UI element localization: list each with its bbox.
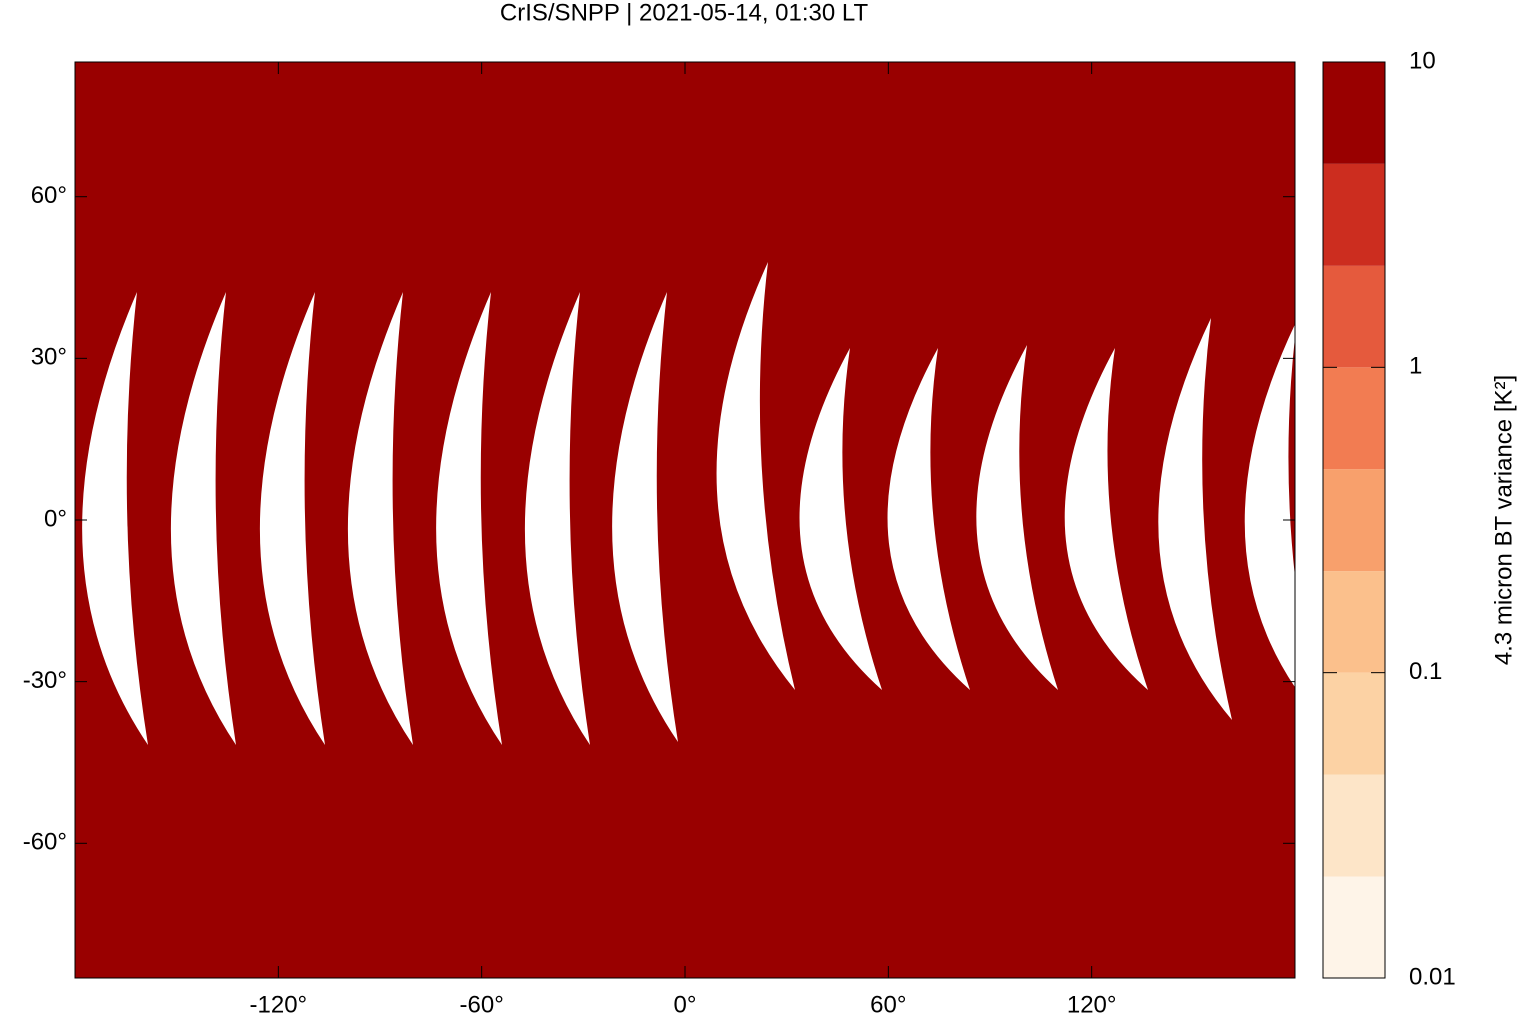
data-gap — [612, 292, 678, 742]
y-tick-label: -30° — [23, 667, 67, 694]
colorbar-bin — [1323, 367, 1385, 470]
colorbar-bin — [1323, 62, 1385, 164]
data-gap — [1244, 324, 1295, 688]
data-gap — [259, 292, 325, 745]
colorbar-tick-label: 0.1 — [1409, 658, 1442, 685]
x-tick-label: 0° — [674, 991, 697, 1018]
data-gap — [1158, 318, 1232, 720]
colorbar-frame — [1322, 61, 1386, 979]
y-tick-label: 0° — [44, 505, 67, 532]
colorbar-bin — [1323, 265, 1385, 368]
data-gap — [887, 348, 970, 690]
y-tick-label: 60° — [31, 182, 67, 209]
x-tick-label: 120° — [1067, 991, 1117, 1018]
colorbar-bin — [1323, 876, 1385, 978]
data-gap — [716, 262, 795, 690]
data-gap — [524, 292, 590, 745]
data-gap — [436, 292, 502, 745]
colorbar-bin — [1323, 469, 1385, 572]
x-tick-label: -120° — [250, 991, 308, 1018]
colorbar-bin — [1323, 672, 1385, 775]
x-tick-label: 60° — [870, 991, 906, 1018]
y-tick-label: -60° — [23, 829, 67, 856]
data-gap — [170, 292, 236, 745]
data-gap — [82, 292, 148, 745]
data-gap — [347, 292, 413, 745]
colorbar-bin — [1323, 163, 1385, 266]
colorbar-label: 4.3 micron BT variance [K²] — [1490, 375, 1517, 665]
chart-title: CrIS/SNPP | 2021-05-14, 01:30 LT — [500, 0, 869, 26]
data-gap — [976, 345, 1058, 690]
colorbar-tick-label: 0.01 — [1409, 963, 1456, 990]
colorbar-tick-label: 1 — [1409, 353, 1422, 380]
colorbar-bin — [1323, 571, 1385, 673]
map — [75, 62, 1295, 978]
y-tick-label: 30° — [31, 344, 67, 371]
colorbar-bin — [1323, 774, 1385, 877]
map-field — [75, 62, 1295, 978]
data-gap — [1064, 348, 1148, 690]
data-gap — [799, 348, 882, 690]
x-tick-label: -60° — [460, 991, 504, 1018]
colorbar-tick-label: 10 — [1409, 47, 1436, 74]
